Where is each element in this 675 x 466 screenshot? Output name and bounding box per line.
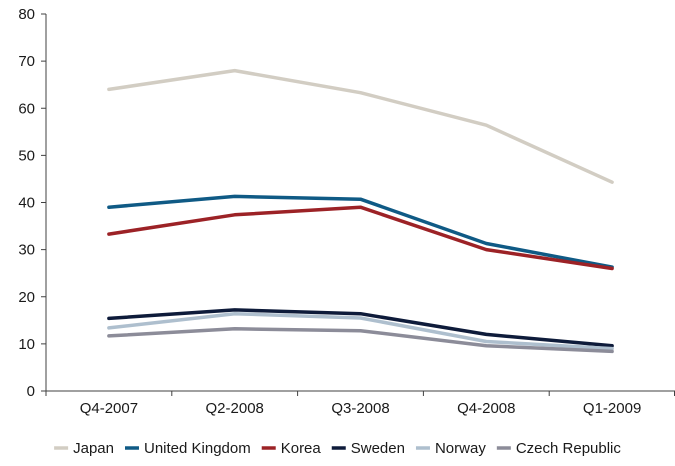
series-lines — [107, 68, 614, 354]
x-tick-label: Q4-2008 — [457, 400, 515, 417]
series-line-japan — [107, 68, 614, 184]
y-tick-label: 80 — [18, 6, 35, 23]
legend-label-united-kingdom: United Kingdom — [144, 440, 251, 457]
y-tick-label: 20 — [18, 289, 35, 306]
series-line-united-kingdom — [107, 194, 614, 269]
legend-label-sweden: Sweden — [351, 440, 405, 457]
x-tick-label: Q3-2008 — [331, 400, 389, 417]
y-tick-label: 40 — [18, 195, 35, 212]
y-tick-label: 30 — [18, 242, 35, 259]
series-line-sweden — [107, 308, 614, 348]
legend: Japan United Kingdom Korea Sweden Norway Czec… — [54, 440, 621, 457]
legend-label-czech-republic: Czech Republic — [516, 440, 622, 457]
y-axis: 0 10 20 30 40 50 60 70 80 — [18, 6, 46, 400]
y-tick-label: 10 — [18, 336, 35, 353]
x-tick-label: Q1-2009 — [583, 400, 641, 417]
series-line-czech-republic — [107, 327, 614, 354]
legend-label-norway: Norway — [435, 440, 486, 457]
series-line-norway — [107, 311, 614, 351]
y-tick-label: 60 — [18, 100, 35, 117]
legend-label-korea: Korea — [281, 440, 322, 457]
y-tick-label: 50 — [18, 147, 35, 164]
y-tick-label: 0 — [27, 383, 35, 400]
x-tick-label: Q2-2008 — [206, 400, 264, 417]
legend-label-japan: Japan — [73, 440, 114, 457]
y-tick-label: 70 — [18, 53, 35, 70]
series-line-korea — [107, 205, 614, 271]
x-axis: Q4-2007 Q2-2008 Q3-2008 Q4-2008 Q1-2009 — [45, 391, 675, 417]
x-tick-label: Q4-2007 — [80, 400, 138, 417]
